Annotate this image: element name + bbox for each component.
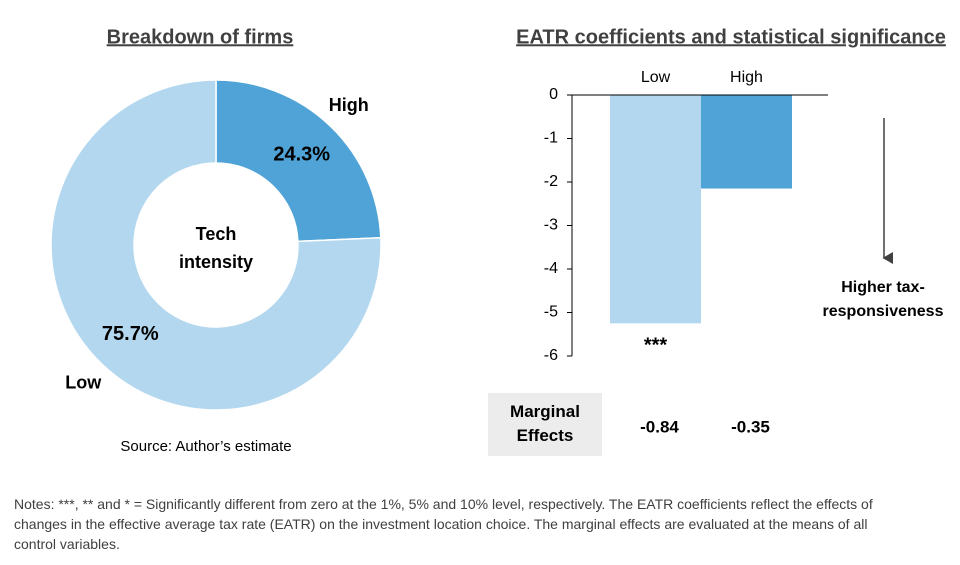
x-tick-label: Low: [641, 69, 671, 86]
charts: Breakdown of firms EATR coefficients and…: [50, 26, 946, 456]
y-tick-label: -1: [544, 130, 558, 147]
y-tick-label: -6: [544, 347, 558, 364]
category-label: Low: [65, 372, 102, 392]
annotation-line: responsiveness: [823, 303, 944, 320]
y-tick-label: -2: [544, 173, 558, 190]
annotation: responsiveness: [823, 303, 944, 320]
y-tick-label: -4: [544, 260, 558, 277]
annotation: Higher tax-: [841, 279, 925, 296]
pie-title: Breakdown of firms: [107, 26, 294, 48]
source: Source: Author’s estimate: [120, 438, 291, 455]
y-tick-label: 0: [549, 86, 558, 103]
value-label: 75.7%: [102, 323, 159, 345]
bar: [701, 95, 792, 189]
x-tick-label: High: [730, 69, 763, 86]
notes: Notes: ***, ** and * = Significantly dif…: [14, 496, 873, 552]
table-value: -0.84: [640, 417, 679, 436]
bar: [610, 95, 701, 324]
donut-slice: [215, 79, 382, 243]
y-tick-label: -5: [544, 304, 558, 321]
table-label: Marginal Effects: [510, 402, 580, 445]
bar-title: EATR coefficients and statistical signif…: [516, 26, 946, 48]
y-tick-label: -3: [544, 217, 558, 234]
category-label: High: [329, 95, 369, 115]
significance: ***: [644, 334, 668, 356]
center-label: Tech intensity: [179, 224, 253, 272]
annotation-line: Higher tax-: [841, 279, 925, 296]
table-label-box: [488, 393, 602, 456]
value-label: 24.3%: [273, 144, 330, 166]
donut-slice: [50, 79, 382, 411]
table-value: -0.35: [731, 417, 770, 436]
